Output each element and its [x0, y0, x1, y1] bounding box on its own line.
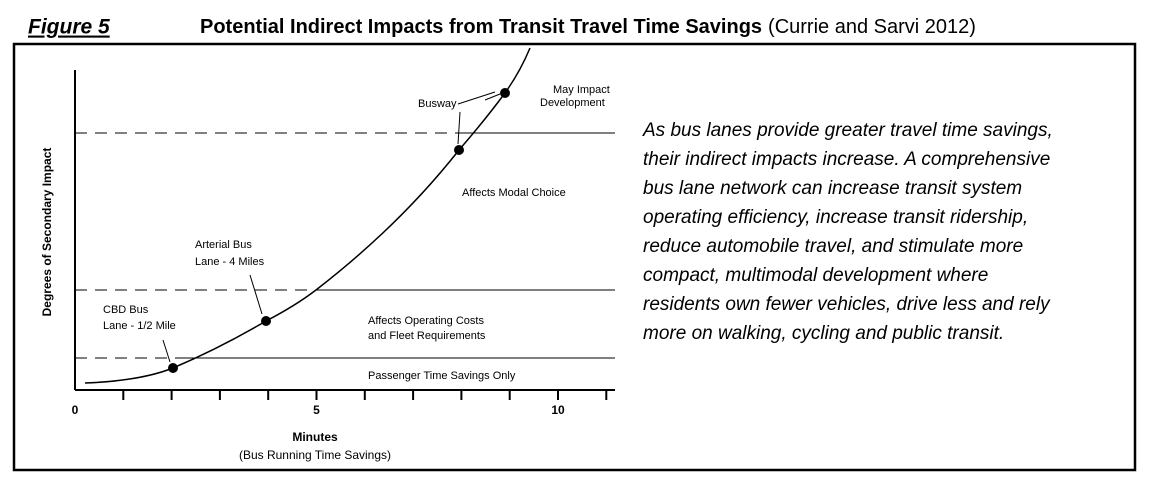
zone-label: Affects Modal Choice — [462, 187, 566, 199]
point-label: Busway — [418, 98, 457, 110]
description-line: As bus lanes provide greater travel time… — [642, 120, 1053, 141]
source: (Currie and Sarvi 2012) — [768, 16, 976, 38]
description: As bus lanes provide greater travel time… — [642, 120, 1053, 344]
zone-label: Affects Operating Costs — [368, 315, 484, 327]
point-label: CBD Bus — [103, 304, 149, 316]
description-line: bus lane network can increase transit sy… — [643, 178, 1022, 199]
figure-title: Potential Indirect Impacts from Transit … — [200, 16, 976, 38]
point-label: Lane - 4 Miles — [195, 256, 265, 268]
x-axis-label: Minutes — [292, 430, 338, 444]
description-line: reduce automobile travel, and stimulate … — [643, 236, 1023, 257]
figure-label: Figure 5 — [28, 16, 110, 39]
description-line: their indirect impacts increase. A compr… — [643, 149, 1050, 170]
point — [168, 363, 178, 373]
point — [500, 88, 510, 98]
point — [261, 316, 271, 326]
arrow — [457, 91, 496, 105]
x-tick-label: 0 — [72, 403, 79, 417]
arrow — [249, 274, 263, 315]
figure-border — [12, 42, 1137, 472]
ticks: 0 5 10 — [72, 390, 608, 417]
description-line: operating efficiency, increase transit r… — [643, 207, 1028, 228]
title: Potential Indirect Impacts from Transit … — [200, 16, 762, 38]
description-line: residents own fewer vehicles, drive less… — [643, 294, 1051, 315]
arrow — [484, 93, 501, 101]
zone-label: Passenger Time Savings Only — [368, 370, 516, 382]
point-label: May Impact — [553, 84, 610, 96]
point-label: Lane - 1/2 Mile — [103, 320, 176, 332]
description-line: more on walking, cycling and public tran… — [643, 323, 1004, 344]
point — [454, 145, 464, 155]
description-line: compact, multimodal development where — [643, 265, 988, 286]
zone-label: and Fleet Requirements — [368, 330, 486, 342]
x-tick-label: 5 — [313, 403, 320, 417]
arrow — [457, 111, 461, 145]
point-label: Arterial Bus — [195, 239, 252, 251]
y-axis-label: Degrees of Secondary Impact — [40, 148, 54, 317]
arrow — [162, 339, 171, 363]
x-tick-label: 10 — [551, 403, 565, 417]
x-axis-sublabel: (Bus Running Time Savings) — [239, 448, 391, 462]
point-label: Development — [540, 97, 605, 109]
